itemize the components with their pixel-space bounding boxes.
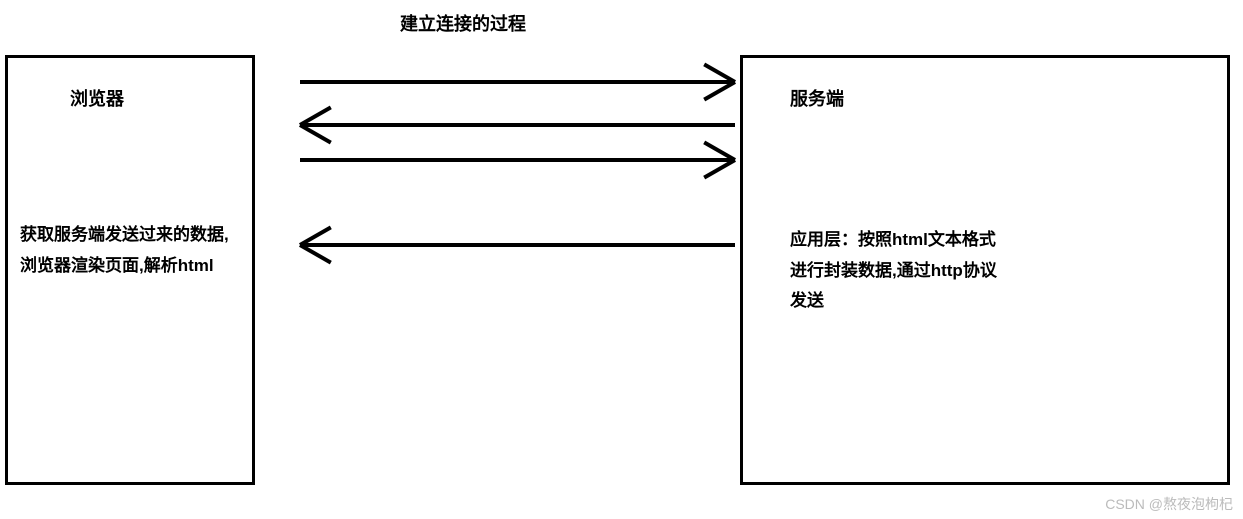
arrow-head-1-top <box>300 107 331 125</box>
watermark-text: CSDN @熬夜泡枸杞 <box>1105 494 1233 514</box>
arrow-head-2-bottom <box>704 160 735 178</box>
browser-box-body: 获取服务端发送过来的数据, 浏览器渲染页面,解析html <box>20 220 235 281</box>
arrow-head-2-top <box>704 142 735 160</box>
browser-box-title: 浏览器 <box>70 85 124 111</box>
arrow-head-3-bottom <box>300 245 331 263</box>
arrow-head-1-bottom <box>300 125 331 143</box>
diagram-header-label: 建立连接的过程 <box>400 10 526 36</box>
server-box-body: 应用层：按照html文本格式进行封装数据,通过http协议 发送 <box>790 225 1000 317</box>
arrow-head-0-top <box>704 64 735 82</box>
arrow-head-3-top <box>300 227 331 245</box>
server-box-title: 服务端 <box>790 85 844 111</box>
arrow-head-0-bottom <box>704 82 735 100</box>
